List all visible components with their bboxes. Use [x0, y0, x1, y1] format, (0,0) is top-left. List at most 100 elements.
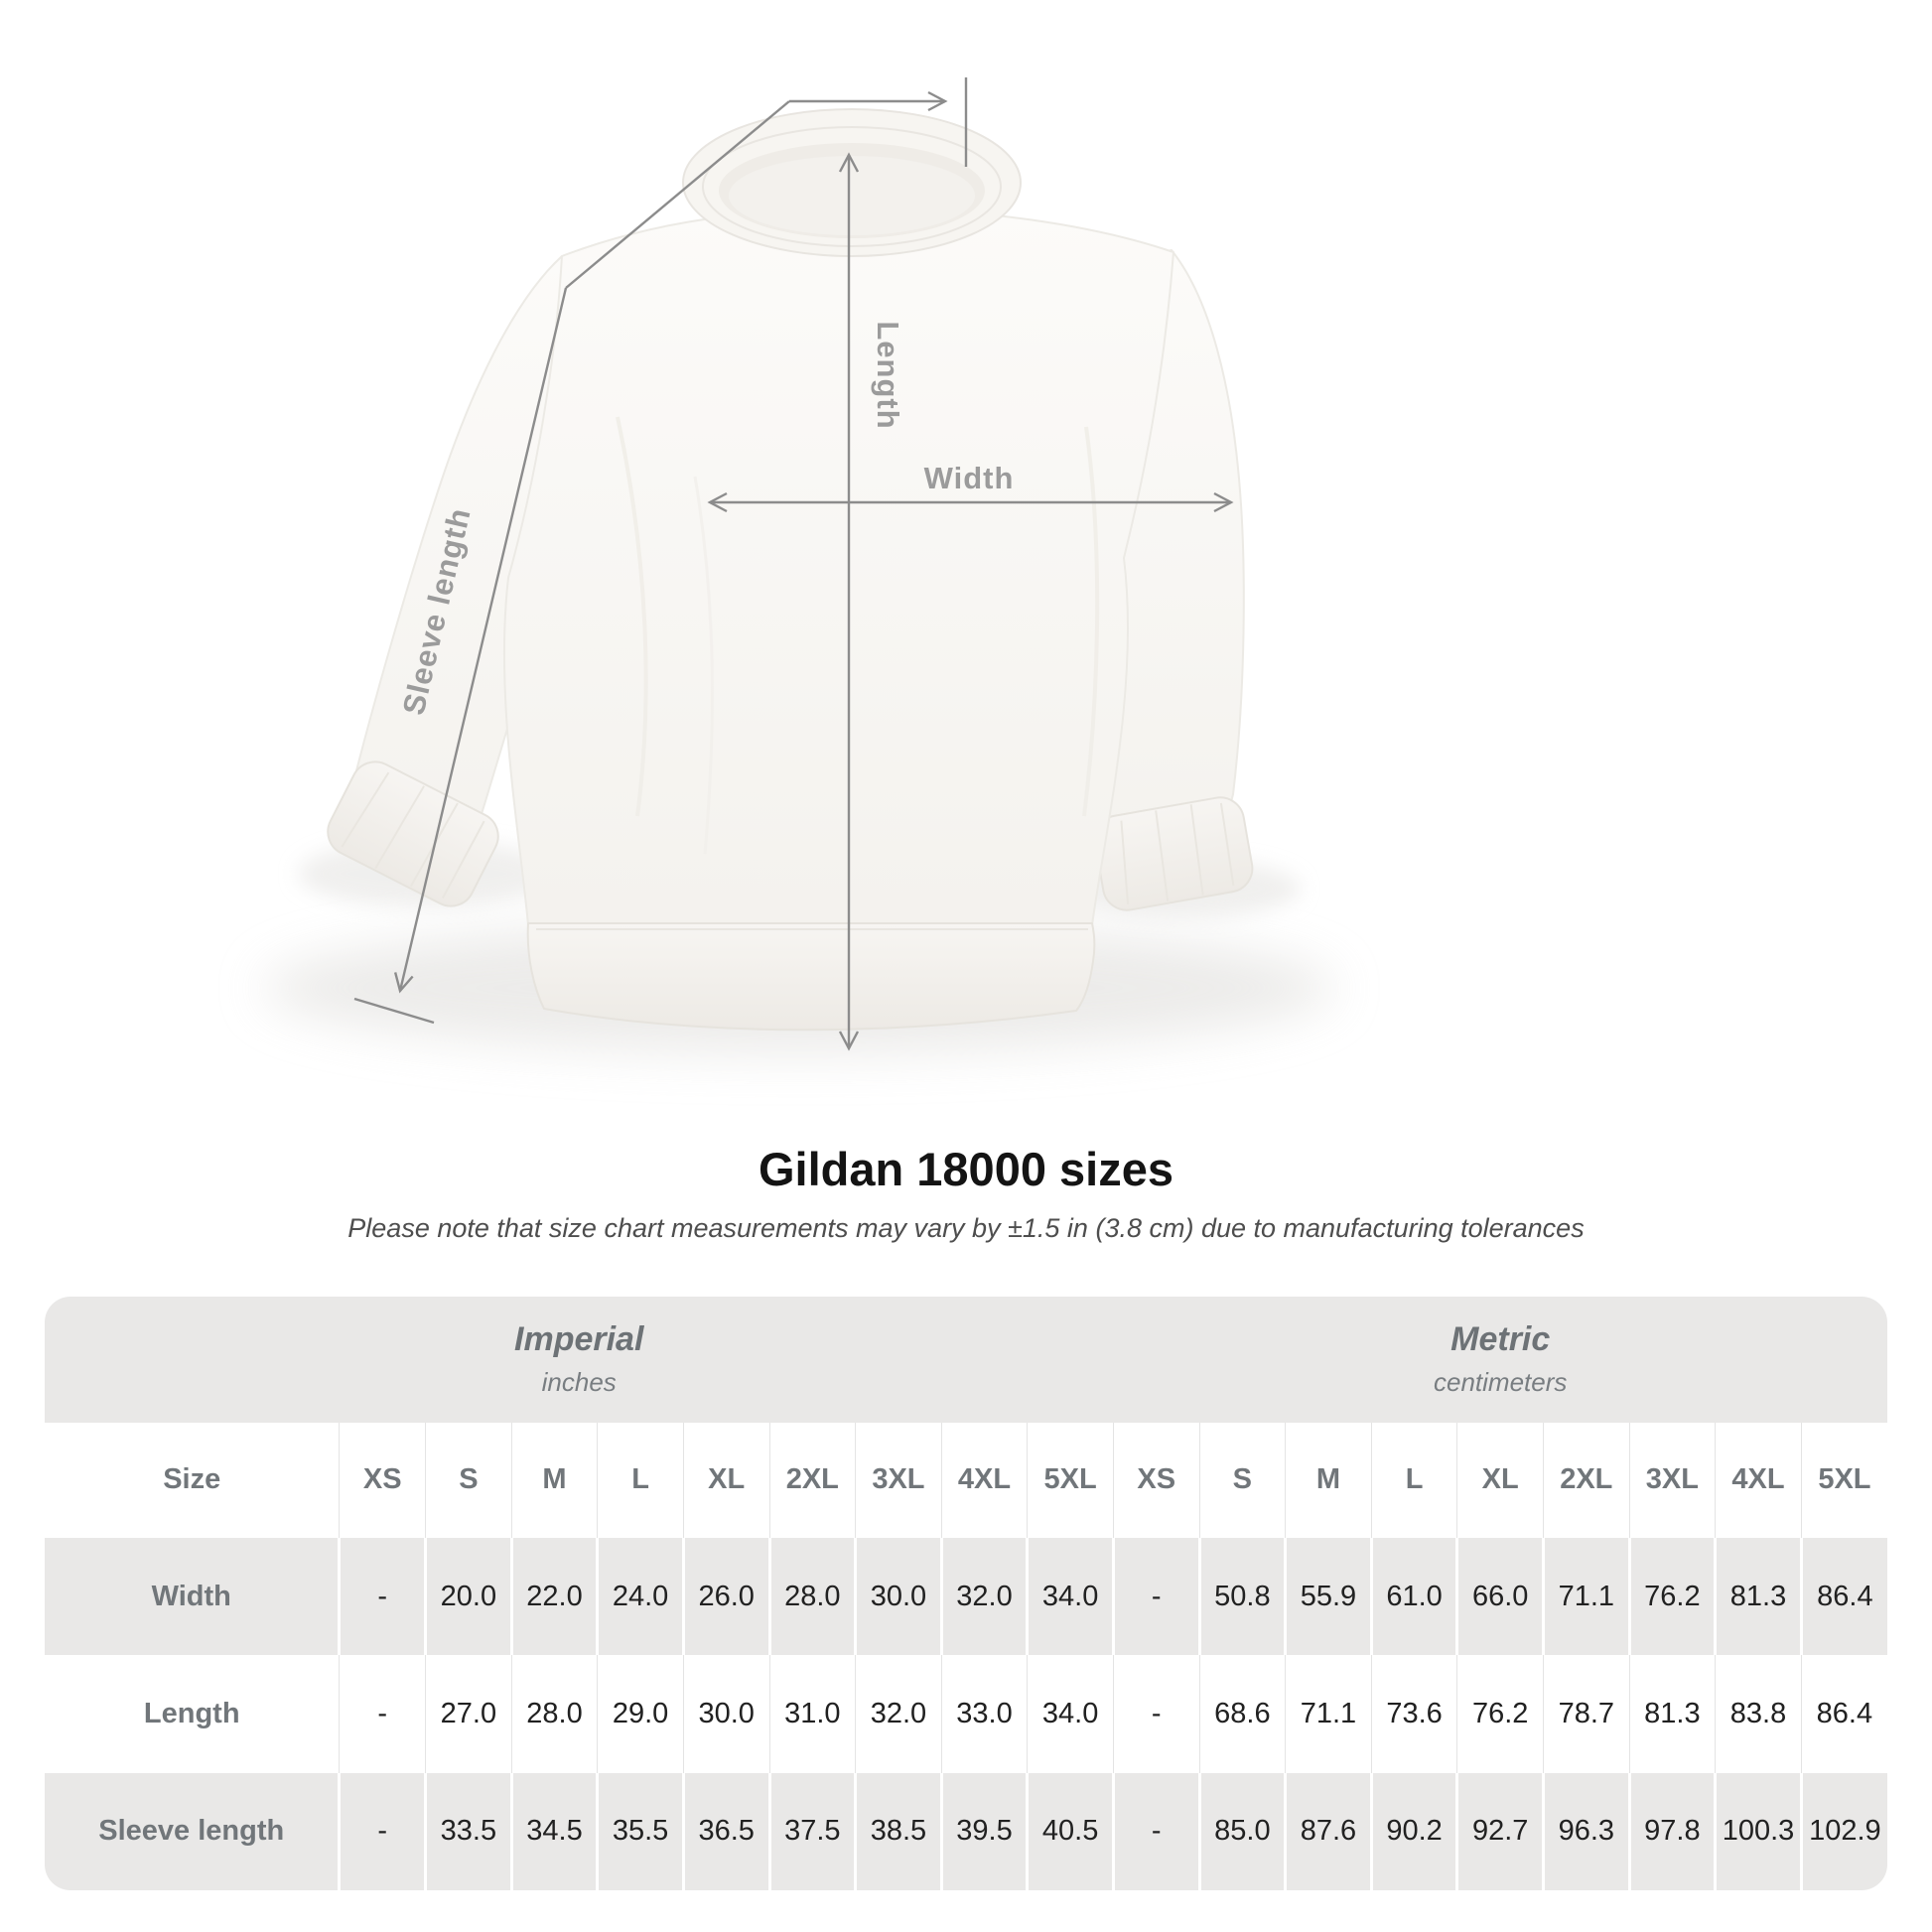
value-cell-metric: 102.9 — [1799, 1772, 1887, 1890]
value-cell-imperial: 32.0 — [939, 1537, 1028, 1656]
size-col-header-metric: S — [1198, 1422, 1286, 1538]
size-col-header-metric: M — [1285, 1422, 1372, 1538]
value-cell-metric: 85.0 — [1197, 1772, 1286, 1890]
length-label: Length — [871, 321, 905, 429]
value-cell-imperial: 33.0 — [940, 1655, 1028, 1773]
value-cell-imperial: 31.0 — [768, 1655, 856, 1773]
size-col-header-imperial: XL — [682, 1422, 769, 1538]
value-cell-imperial: - — [338, 1772, 426, 1890]
value-cell-metric: - — [1111, 1537, 1200, 1656]
value-cell-imperial: 34.0 — [1026, 1537, 1114, 1656]
value-cell-imperial: 30.0 — [854, 1537, 942, 1656]
size-col-header-metric: XL — [1456, 1422, 1544, 1538]
hem-band — [526, 922, 1096, 1032]
metric-group-header: Metric centimeters — [1113, 1297, 1887, 1423]
imperial-unit-label: inches — [541, 1367, 617, 1398]
sleeve-length-line-lower — [393, 287, 568, 994]
width-label: Width — [924, 461, 1015, 495]
value-cell-metric: 81.3 — [1628, 1655, 1716, 1773]
measurement-row: Sleeve length -33.5 34.5 35.5 36.5 37.5 38.5 39… — [45, 1772, 1887, 1890]
row-label-cell: Sleeve length — [45, 1772, 340, 1890]
value-cell-metric: 97.8 — [1627, 1772, 1716, 1890]
value-cell-metric: 66.0 — [1455, 1537, 1544, 1656]
size-col-header-imperial: 3XL — [855, 1422, 942, 1538]
size-chart-table: Imperial inches Metric centimeters Size X… — [45, 1297, 1887, 1890]
sleeve-length-line-upper — [565, 100, 790, 289]
value-cell-metric: 83.8 — [1715, 1655, 1802, 1773]
value-cell-metric: 86.4 — [1799, 1537, 1887, 1656]
value-cell-metric: 86.4 — [1800, 1655, 1887, 1773]
size-header-cell: Size — [45, 1422, 340, 1538]
size-col-header-metric: 5XL — [1800, 1422, 1887, 1538]
size-col-header-imperial: S — [425, 1422, 512, 1538]
value-cell-metric: 92.7 — [1455, 1772, 1544, 1890]
value-cell-imperial: 38.5 — [854, 1772, 942, 1890]
value-cell-imperial: 35.5 — [596, 1772, 684, 1890]
size-header-row: Size XS S M L XL 2XL 3XL 4XL 5XL XS S M L XL 2XL 3XL 4XL 5… — [45, 1422, 1887, 1538]
value-cell-imperial: 37.5 — [767, 1772, 856, 1890]
value-cell-metric: 61.0 — [1369, 1537, 1457, 1656]
value-cell-metric: 71.1 — [1541, 1537, 1630, 1656]
value-cell-metric: 68.6 — [1198, 1655, 1286, 1773]
value-cell-imperial: 29.0 — [597, 1655, 684, 1773]
size-col-header-metric: 3XL — [1628, 1422, 1716, 1538]
row-label-cell: Width — [45, 1537, 340, 1656]
left-cuff — [327, 760, 499, 907]
measurement-row: Width -20.0 22.0 24.0 26.0 28.0 30.0 32.0 34.0-5… — [45, 1537, 1887, 1656]
value-cell-imperial: 34.5 — [509, 1772, 598, 1890]
value-cell-imperial: 40.5 — [1026, 1772, 1114, 1890]
value-cell-imperial: 32.0 — [855, 1655, 942, 1773]
imperial-group-header: Imperial inches — [45, 1297, 1114, 1423]
value-cell-metric: - — [1112, 1655, 1200, 1773]
body-panel — [502, 207, 1174, 926]
size-col-header-metric: 4XL — [1715, 1422, 1802, 1538]
value-cell-imperial: 33.5 — [424, 1772, 512, 1890]
value-cell-imperial: 34.0 — [1027, 1655, 1114, 1773]
value-cell-metric: 76.2 — [1456, 1655, 1544, 1773]
size-col-header-imperial: 4XL — [940, 1422, 1028, 1538]
size-col-header-imperial: XS — [339, 1422, 426, 1538]
value-cell-imperial: 30.0 — [682, 1655, 769, 1773]
value-cell-metric: 76.2 — [1627, 1537, 1716, 1656]
value-cell-imperial: 28.0 — [510, 1655, 598, 1773]
size-col-header-imperial: M — [510, 1422, 598, 1538]
value-cell-imperial: 20.0 — [424, 1537, 512, 1656]
size-col-header-imperial: 5XL — [1027, 1422, 1114, 1538]
row-label-cell: Length — [45, 1655, 340, 1773]
value-cell-metric: 96.3 — [1541, 1772, 1630, 1890]
sweatshirt-image — [327, 108, 1254, 1032]
unit-header-row: Imperial inches Metric centimeters — [45, 1297, 1887, 1423]
value-cell-imperial: 24.0 — [596, 1537, 684, 1656]
tolerance-note: Please note that size chart measurements… — [347, 1213, 1585, 1243]
value-cell-imperial: 27.0 — [425, 1655, 512, 1773]
value-cell-metric: - — [1111, 1772, 1200, 1890]
value-cell-imperial: 22.0 — [509, 1537, 598, 1656]
size-col-header-imperial: L — [597, 1422, 684, 1538]
value-cell-metric: 71.1 — [1285, 1655, 1372, 1773]
measurement-row: Length -27.0 28.0 29.0 30.0 31.0 32.0 33.0 34.0-… — [45, 1655, 1887, 1773]
metric-unit-label: centimeters — [1434, 1367, 1568, 1398]
value-cell-imperial: 28.0 — [767, 1537, 856, 1656]
value-cell-imperial: - — [338, 1537, 426, 1656]
imperial-label: Imperial — [514, 1320, 644, 1359]
value-cell-imperial: 39.5 — [939, 1772, 1028, 1890]
sweatshirt-measurement-figure: Length Width Sleeve length — [263, 77, 1335, 1053]
value-cell-metric: 90.2 — [1369, 1772, 1457, 1890]
page-title: Gildan 18000 sizes — [758, 1143, 1174, 1195]
value-cell-metric: 100.3 — [1714, 1772, 1802, 1890]
value-cell-metric: 81.3 — [1714, 1537, 1802, 1656]
size-table-body: Imperial inches Metric centimeters Size X… — [45, 1297, 1887, 1890]
sleeve-end-tick-line — [353, 997, 435, 1025]
size-col-header-metric: L — [1370, 1422, 1457, 1538]
size-col-header-metric: XS — [1112, 1422, 1200, 1538]
size-col-header-metric: 2XL — [1542, 1422, 1630, 1538]
value-cell-metric: 55.9 — [1284, 1537, 1372, 1656]
value-cell-imperial: - — [339, 1655, 426, 1773]
value-cell-imperial: 26.0 — [681, 1537, 769, 1656]
metric-label: Metric — [1450, 1320, 1551, 1359]
size-col-header-imperial: 2XL — [768, 1422, 856, 1538]
value-cell-metric: 87.6 — [1284, 1772, 1372, 1890]
value-cell-metric: 78.7 — [1542, 1655, 1630, 1773]
value-cell-metric: 73.6 — [1370, 1655, 1457, 1773]
value-cell-metric: 50.8 — [1197, 1537, 1286, 1656]
